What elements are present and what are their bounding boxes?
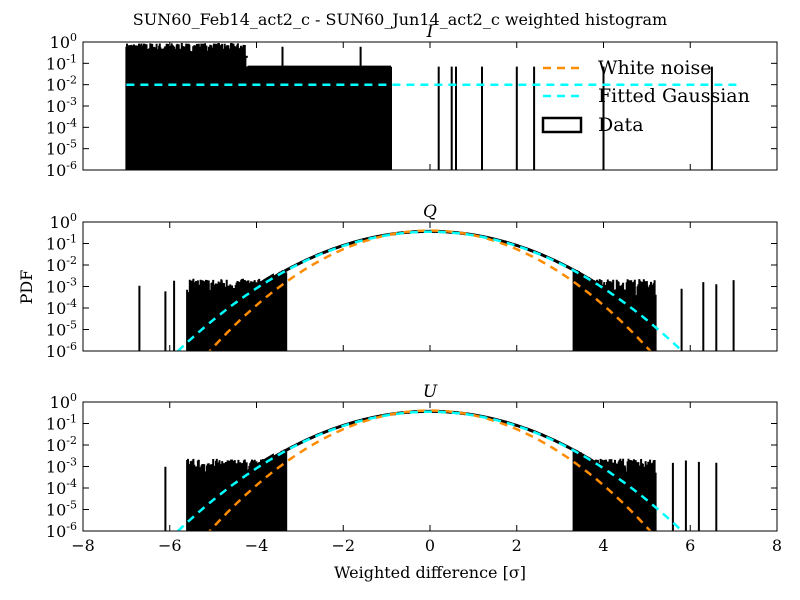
y-tick-label: 10-2 xyxy=(46,254,77,275)
y-tick-label: 10-3 xyxy=(46,456,77,477)
y-tick-label: 100 xyxy=(50,391,77,412)
y-tick-label: 100 xyxy=(50,211,77,232)
data-histogram xyxy=(125,43,713,170)
plot-area xyxy=(138,229,735,351)
x-tick-label: −6 xyxy=(158,536,182,555)
x-tick-label: 8 xyxy=(772,536,782,555)
legend-item-data: Data xyxy=(541,114,644,136)
y-tick-label: 10-5 xyxy=(46,138,77,159)
white-noise-curve xyxy=(208,409,652,531)
y-tick-label: 10-2 xyxy=(46,74,77,95)
data-histogram xyxy=(138,269,735,351)
x-axis-label: Weighted difference [σ] xyxy=(334,563,526,582)
white-noise-curve xyxy=(208,229,652,351)
y-tick-label: 10-4 xyxy=(46,116,77,137)
fitted-gaussian-curve xyxy=(176,230,684,351)
y-tick-label: 10-6 xyxy=(46,520,77,541)
x-tick-label: −4 xyxy=(245,536,269,555)
y-tick-label: 10-5 xyxy=(46,319,77,340)
y-tick-label: 10-4 xyxy=(46,297,77,318)
y-axis-label: PDF xyxy=(17,270,36,305)
plot-area xyxy=(164,409,718,531)
legend-swatch xyxy=(541,116,583,134)
y-tick-label: 10-2 xyxy=(46,434,77,455)
y-tick-label: 10-6 xyxy=(46,340,77,361)
y-tick-label: 10-1 xyxy=(46,233,77,254)
legend-item-white-noise: White noise xyxy=(543,57,712,79)
y-tick-label: 10-1 xyxy=(46,413,77,434)
panel-u: −8 −6 −4 −2 0 2 4 6 8 10010-110-210-310-410-510-6… xyxy=(46,382,782,555)
x-tick-label: −2 xyxy=(331,536,355,555)
y-tick-label: 10-1 xyxy=(46,52,77,73)
y-tick-label: 10-6 xyxy=(46,159,77,180)
y-tick-label: 100 xyxy=(50,31,77,52)
x-tick-label: 4 xyxy=(598,536,608,555)
legend-label: Data xyxy=(598,114,644,136)
y-tick-label: 10-3 xyxy=(46,276,77,297)
y-tick-label: 10-5 xyxy=(46,499,77,520)
x-tick-label: 2 xyxy=(512,536,522,555)
legend: White noise Fitted Gaussian Data xyxy=(541,57,750,136)
figure-title: SUN60_Feb14_act2_c - SUN60_Jun14_act2_c … xyxy=(133,10,667,29)
fitted-gaussian-curve xyxy=(176,410,684,531)
legend-item-fitted-gaussian: Fitted Gaussian xyxy=(543,85,750,107)
legend-label: Fitted Gaussian xyxy=(598,85,750,107)
x-tick-label: 6 xyxy=(685,536,695,555)
y-tick-label: 10-4 xyxy=(46,477,77,498)
panel-title: Q xyxy=(423,202,437,222)
panel-title: U xyxy=(423,382,438,402)
panel-title: I xyxy=(426,22,434,42)
x-tick-label: −8 xyxy=(71,536,95,555)
plot-area xyxy=(125,43,743,170)
legend-label: White noise xyxy=(598,57,712,79)
x-tick-label: 0 xyxy=(425,536,435,555)
y-tick-label: 10-3 xyxy=(46,95,77,116)
